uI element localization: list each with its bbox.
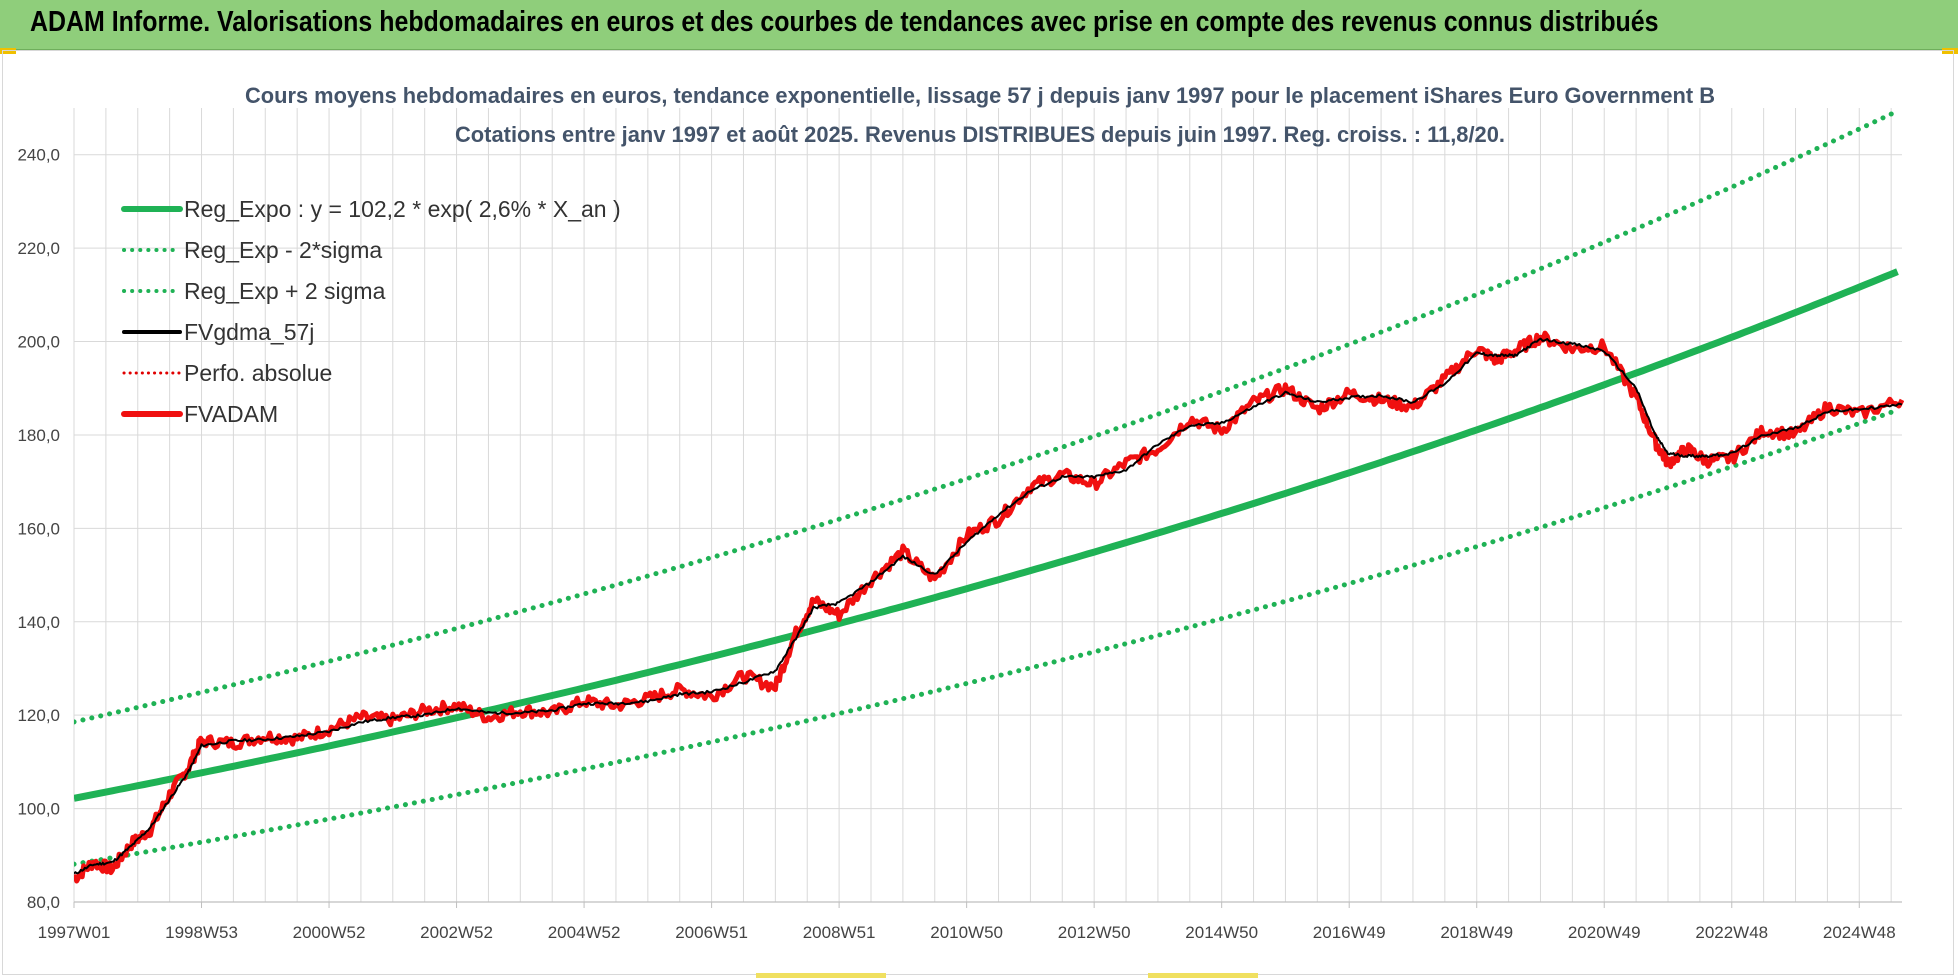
x-tick-label: 2000W52 [293,923,366,942]
series-reg-expo [74,268,1899,802]
x-tick-label: 2016W49 [1313,923,1386,942]
x-tick-label: 2006W51 [675,923,748,942]
legend-label: FVgdma_57j [184,319,314,345]
y-tick-label: 160,0 [17,519,60,538]
x-tick-label: 2012W50 [1058,923,1131,942]
series-reg-minus-2sigma [74,407,1900,867]
chart-grid [73,108,1902,903]
chart-subtitle: Cotations entre janv 1997 et août 2025. … [455,122,1505,147]
chart-title: Cours moyens hebdomadaires en euros, ten… [245,83,1715,108]
x-tick-label: 2020W49 [1568,923,1641,942]
corner-marker-left [0,48,16,54]
y-tick-label: 180,0 [17,426,60,445]
header-title: ADAM Informe. Valorisations hebdomadaire… [30,6,1659,38]
y-tick-label: 220,0 [17,239,60,258]
legend-label: Reg_Expo : y = 102,2 * exp( 2,6% * X_an … [184,196,621,222]
legend: Reg_Expo : y = 102,2 * exp( 2,6% * X_an … [121,196,621,427]
x-tick-label: 1998W53 [165,923,238,942]
y-tick-label: 140,0 [17,613,60,632]
x-tick-label: 2022W48 [1695,923,1768,942]
x-tick-label: 2018W49 [1440,923,1513,942]
legend-label: Perfo. absolue [184,360,332,386]
x-tick-label: 2002W52 [420,923,493,942]
bottom-marker [756,973,886,978]
y-tick-label: 240,0 [17,146,60,165]
y-tick-label: 120,0 [17,706,60,725]
series-fvgdma-57j [74,337,1903,875]
x-tick-label: 2010W50 [930,923,1003,942]
header-bar: ADAM Informe. Valorisations hebdomadaire… [0,0,1958,50]
bottom-marker [1148,973,1258,978]
legend-label: Reg_Exp + 2 sigma [184,278,386,304]
x-tick-label: 1997W01 [38,923,111,942]
y-tick-label: 200,0 [17,333,60,352]
x-tick-label: 2008W51 [803,923,876,942]
x-tick-label: 2024W48 [1823,923,1896,942]
y-tick-label: 100,0 [17,800,60,819]
y-tick-label: 80,0 [27,893,60,912]
series-fvadam [74,330,1904,884]
x-tick-label: 2004W52 [548,923,621,942]
x-tick-label: 2014W50 [1185,923,1258,942]
x-axis: 1997W01 1998W53 2000W52 2002W52 2004W52 2006W… [38,902,1896,942]
chart-frame [2,50,1954,975]
series-reg-plus-2sigma [74,108,1900,725]
legend-label: Reg_Exp - 2*sigma [184,237,382,263]
corner-marker-right [1942,48,1958,54]
y-axis: 80,0 100,0 120,0 140,0 160,0 180,0 200,0 220,0 2… [17,146,60,912]
chart-series [74,108,1904,884]
legend-label: FVADAM [184,401,278,427]
